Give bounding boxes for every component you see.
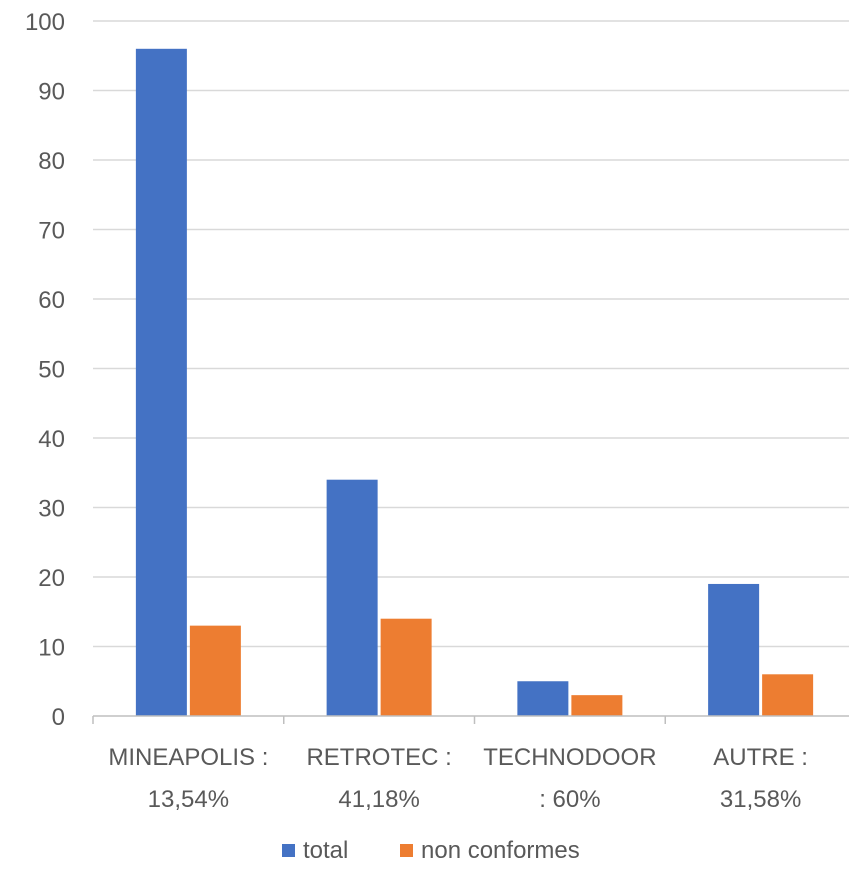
- y-axis-ticks: 0 10 20 30 40 50 60 70 80 90 100: [25, 9, 65, 731]
- bar-total: [708, 583, 760, 716]
- gridlines: [93, 20, 849, 648]
- y-tick-label: 10: [38, 635, 65, 662]
- x-tick-label: TECHNODOOR: [483, 744, 656, 771]
- y-tick-label: 20: [38, 565, 65, 592]
- bar-total: [326, 479, 378, 716]
- x-tick-label: : 60%: [539, 786, 600, 813]
- bar-total: [135, 48, 187, 717]
- legend-label: non conformes: [421, 837, 580, 864]
- x-tick-label: 41,18%: [338, 786, 419, 813]
- y-tick-label: 80: [38, 148, 65, 175]
- bars: [135, 48, 814, 717]
- bar-non-conformes: [762, 674, 814, 716]
- y-tick-label: 50: [38, 357, 65, 384]
- x-tick-label: 13,54%: [148, 786, 229, 813]
- x-tick-label: RETROTEC :: [306, 744, 451, 771]
- x-tick-label: MINEAPOLIS :: [108, 744, 268, 771]
- y-tick-label: 90: [38, 79, 65, 106]
- legend-swatch: [282, 844, 295, 857]
- x-axis: [92, 715, 849, 724]
- y-tick-label: 70: [38, 218, 65, 245]
- x-tick-label: 31,58%: [720, 786, 801, 813]
- legend-label: total: [303, 837, 348, 864]
- legend: total non conformes: [282, 837, 580, 864]
- y-tick-label: 60: [38, 287, 65, 314]
- bar-total: [517, 681, 569, 716]
- bar-non-conformes: [189, 625, 241, 716]
- legend-swatch: [400, 844, 413, 857]
- x-axis-labels: MINEAPOLIS : 13,54% RETROTEC : 41,18% TECHNO…: [108, 744, 808, 813]
- bar-non-conformes: [380, 618, 432, 716]
- y-tick-label: 0: [52, 704, 65, 731]
- y-tick-label: 100: [25, 9, 65, 36]
- bar-non-conformes: [571, 695, 623, 716]
- y-tick-label: 30: [38, 496, 65, 523]
- x-tick-label: AUTRE :: [713, 744, 808, 771]
- y-tick-label: 40: [38, 426, 65, 453]
